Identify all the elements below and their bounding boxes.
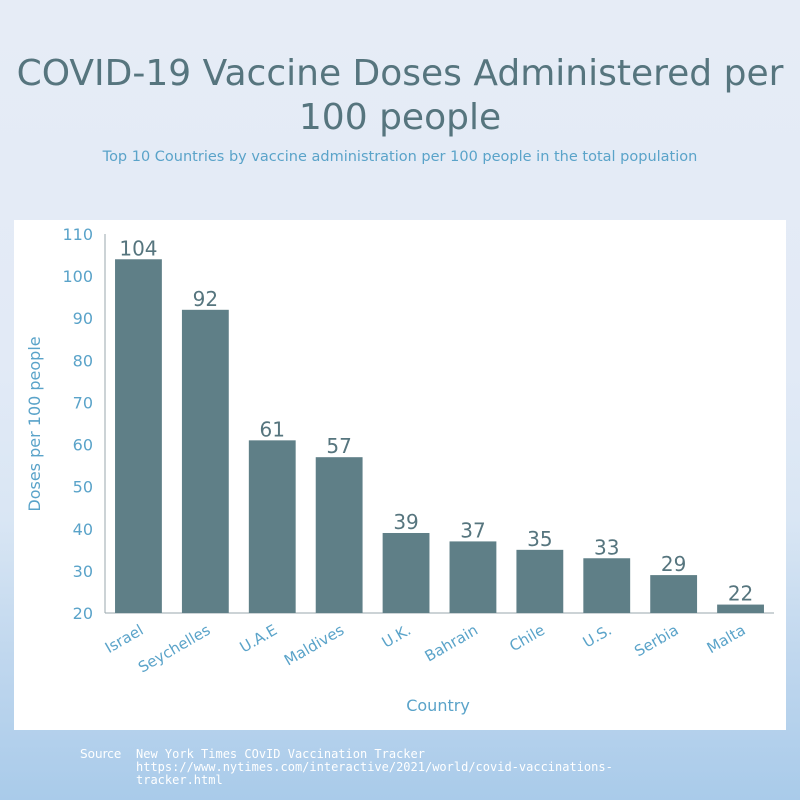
x-tick-label: Serbia — [631, 621, 681, 660]
data-label: 92 — [193, 287, 218, 311]
data-label: 57 — [326, 434, 351, 458]
bar — [382, 532, 430, 613]
data-label: 29 — [661, 552, 686, 576]
bar — [583, 558, 631, 613]
bar — [650, 575, 698, 613]
x-axis-title: Country — [406, 696, 470, 715]
data-label: 35 — [527, 527, 552, 551]
x-tick-label: Seychelles — [135, 621, 213, 677]
chart-panel: 20 30 40 50 60 70 80 90 100 110 104 Israel 92 Seychel… — [14, 220, 786, 730]
bar — [717, 604, 764, 613]
bar — [248, 440, 296, 613]
x-tick-label: Israel — [102, 621, 147, 657]
y-axis-title: Doses per 100 people — [25, 336, 44, 511]
y-tick-label: 40 — [73, 520, 93, 539]
y-tick-label: 90 — [73, 309, 93, 328]
y-tick-label: 100 — [62, 267, 93, 286]
y-tick-label: 30 — [73, 562, 93, 581]
x-tick-label: U.S. — [580, 621, 615, 652]
x-tick-label: U.K. — [379, 621, 414, 652]
y-tick-label: 20 — [73, 604, 93, 623]
data-label: 33 — [594, 535, 619, 559]
bar-chart: 20 30 40 50 60 70 80 90 100 110 104 Israel 92 Seychel… — [25, 225, 774, 715]
source-text: New York Times COvID Vaccination Tracker… — [136, 747, 613, 787]
data-label: 104 — [119, 236, 157, 260]
chart-title: COVID-19 Vaccine Doses Administered per … — [16, 53, 784, 138]
data-label: 61 — [260, 417, 285, 441]
y-tick-label: 110 — [62, 225, 93, 244]
x-tick-label: Malta — [704, 621, 749, 657]
x-tick-label: Chile — [506, 621, 548, 655]
bar — [181, 309, 229, 613]
data-label: 22 — [728, 582, 753, 606]
x-tick-label: Bahrain — [422, 621, 481, 666]
chart-subtitle: Top 10 Countries by vaccine administrati… — [102, 149, 698, 165]
y-tick-label: 50 — [73, 478, 93, 497]
data-label: 39 — [393, 510, 418, 534]
bar — [449, 541, 497, 613]
bar — [315, 457, 363, 613]
y-tick-label: 70 — [73, 393, 93, 412]
y-tick-label: 80 — [73, 351, 93, 370]
bar — [115, 259, 162, 613]
y-tick-label: 60 — [73, 436, 93, 455]
data-label: 37 — [460, 518, 485, 542]
x-tick-label: Maldives — [281, 621, 347, 670]
source-label: Source — [80, 747, 122, 761]
bar — [516, 549, 564, 613]
x-tick-label: U.A.E — [237, 621, 281, 657]
